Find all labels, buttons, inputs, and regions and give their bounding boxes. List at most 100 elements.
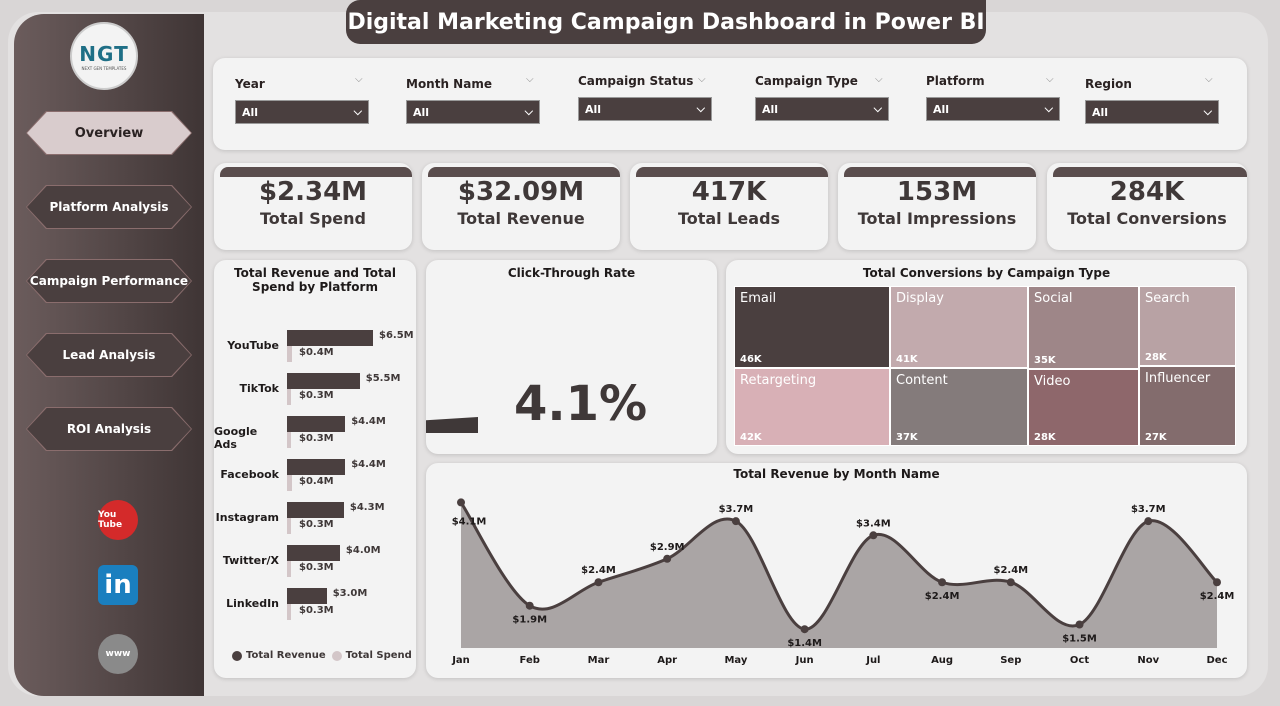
x-tick-label: Nov [1137, 655, 1159, 666]
filter-dropdown-campaign-status[interactable]: All ⌵ [578, 97, 712, 121]
filter-dropdown-region[interactable]: All ⌵ [1085, 100, 1219, 124]
ctr-gauge-fill [426, 417, 478, 433]
x-tick-label: Dec [1206, 655, 1227, 666]
data-label: $1.4M [787, 638, 822, 649]
bar-revenue[interactable] [287, 502, 344, 518]
bar-revenue[interactable] [287, 373, 360, 389]
bar-spend[interactable] [287, 475, 293, 491]
filter-dropdown-platform[interactable]: All ⌵ [926, 97, 1060, 121]
area-fill [461, 502, 1217, 648]
bar-revenue-label: $4.0M [345, 545, 381, 556]
filter-dropdown-month-name[interactable]: All ⌵ [406, 100, 540, 124]
treemap-tile-name: Video [1034, 374, 1071, 389]
bar-spend[interactable] [287, 561, 291, 577]
data-point[interactable] [663, 554, 672, 563]
data-point[interactable] [1006, 578, 1015, 587]
kpi-value: $2.34M [258, 177, 368, 207]
x-tick-label: Feb [520, 655, 540, 666]
bar-category-label: YouTube [227, 339, 279, 352]
chevron-down-icon: ⌵ [1203, 105, 1212, 118]
treemap-tile-social[interactable]: Social 35K [1028, 286, 1139, 369]
data-point[interactable] [1213, 578, 1221, 587]
bar-category-label: TikTok [239, 382, 279, 395]
bar-spend[interactable] [287, 518, 291, 534]
revenue-line [459, 501, 1219, 631]
nav-roi-analysis[interactable]: ROI Analysis [26, 407, 192, 451]
bar-category-label: Facebook [220, 468, 279, 481]
treemap-tile-search[interactable]: Search 28K [1139, 286, 1236, 366]
kpi-card-total-spend: $2.34M Total Spend [214, 163, 412, 250]
kpi-card-total-revenue: $32.09M Total Revenue [422, 163, 620, 250]
nav-platform-analysis[interactable]: Platform Analysis [26, 185, 192, 229]
treemap-tile-influencer[interactable]: Influencer 27K [1139, 366, 1236, 446]
treemap-tile-content[interactable]: Content 37K [890, 368, 1028, 446]
bar-spend[interactable] [287, 389, 291, 405]
kpi-value: 417K [691, 177, 767, 207]
data-label: $4.1M [452, 516, 487, 527]
data-point[interactable] [938, 578, 947, 587]
x-tick-label: Jul [865, 655, 880, 666]
chevron-down-icon[interactable]: ⌵ [1205, 74, 1213, 85]
bar-spend-label: $0.3M [299, 433, 334, 444]
treemap-tile-email[interactable]: Email 46K [734, 286, 890, 368]
nav-overview[interactable]: Overview [26, 111, 192, 155]
bar-revenue[interactable] [287, 330, 373, 346]
youtube-icon[interactable]: You Tube [98, 500, 138, 540]
chevron-down-icon: ⌵ [353, 105, 362, 118]
data-point[interactable] [1144, 517, 1153, 526]
bar-spend-label: $0.3M [299, 605, 334, 616]
data-point[interactable] [594, 578, 603, 587]
chevron-down-icon: ⌵ [1044, 102, 1053, 115]
bar-spend-label: $0.3M [299, 562, 334, 573]
data-point[interactable] [869, 531, 878, 540]
x-tick-label: Jun [795, 655, 814, 666]
data-label: $1.5M [1062, 634, 1097, 645]
filter-label: Month Name [406, 77, 492, 91]
treemap-tile-video[interactable]: Video 28K [1028, 369, 1139, 446]
nav-lead-analysis[interactable]: Lead Analysis [26, 333, 192, 377]
bar-revenue-label: $3.0M [332, 588, 368, 599]
bar-revenue-label: $4.4M [351, 459, 386, 470]
chevron-down-icon[interactable]: ⌵ [355, 74, 363, 85]
data-label: $2.4M [1200, 591, 1235, 602]
data-point[interactable] [525, 601, 534, 610]
treemap-tile-name: Email [740, 291, 777, 306]
legend-swatch-spend [331, 650, 342, 661]
filter-dropdown-year[interactable]: All ⌵ [235, 100, 369, 124]
data-label: $3.7M [719, 504, 754, 515]
bar-spend[interactable] [287, 604, 291, 620]
filter-dropdown-campaign-type[interactable]: All ⌵ [755, 97, 889, 121]
x-tick-label: Aug [931, 655, 953, 666]
ctr-title: Click-Through Rate [507, 266, 636, 280]
data-point[interactable] [457, 498, 465, 507]
data-point[interactable] [800, 625, 809, 634]
linkedin-icon[interactable]: in [98, 565, 138, 605]
bar-revenue[interactable] [287, 416, 346, 432]
treemap-tile-value: 28K [1034, 432, 1056, 443]
chevron-down-icon[interactable]: ⌵ [526, 74, 534, 85]
treemap-tile-display[interactable]: Display 41K [890, 286, 1028, 368]
globe-icon[interactable]: www [98, 634, 138, 674]
data-point[interactable] [731, 517, 740, 526]
bar-spend[interactable] [287, 432, 291, 448]
data-point[interactable] [1075, 620, 1084, 629]
chevron-down-icon[interactable]: ⌵ [1046, 74, 1054, 85]
treemap-tile-value: 41K [896, 354, 918, 365]
nav-campaign-performance[interactable]: Campaign Performance [26, 259, 192, 303]
chevron-down-icon: ⌵ [696, 102, 705, 115]
treemap-tile-name: Search [1145, 291, 1190, 306]
chart-legend: Total Revenue Total Spend [232, 650, 412, 661]
chevron-down-icon[interactable]: ⌵ [875, 74, 883, 85]
bar-spend-label: $0.4M [299, 347, 334, 358]
bar-revenue-label: $4.4M [351, 416, 386, 427]
bar-revenue[interactable] [287, 545, 340, 561]
bar-spend[interactable] [287, 346, 293, 362]
filter-label: Region [1085, 77, 1132, 91]
bar-revenue[interactable] [287, 459, 346, 475]
bar-revenue[interactable] [287, 588, 327, 604]
treemap-tile-retargeting[interactable]: Retargeting 42K [734, 368, 890, 446]
bar-spend-label: $0.4M [299, 476, 334, 487]
chevron-down-icon[interactable]: ⌵ [698, 74, 706, 85]
treemap-tile-name: Social [1034, 291, 1073, 306]
data-label: $3.7M [1131, 504, 1166, 515]
